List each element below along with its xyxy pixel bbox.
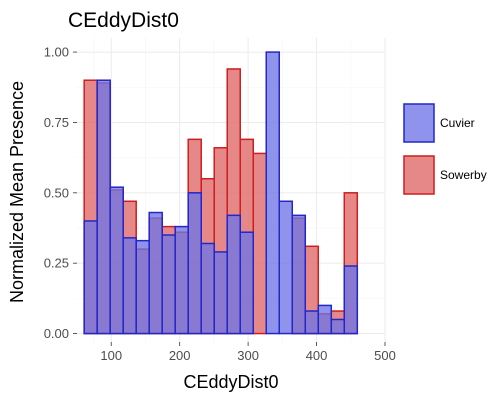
legend-label-sowerby: Sowerby [440,168,487,182]
bars-layer [83,51,359,335]
bar-cuvier [96,79,111,335]
bar-cuvier [148,211,163,335]
bar-cuvier [278,200,294,335]
y-tick-label: 0.50 [44,185,69,200]
bar-cuvier [317,304,333,335]
x-tick-label: 100 [100,348,122,363]
y-axis-title: Normalized Mean Presence [7,81,27,303]
bar-cuvier [135,239,150,335]
chart-title: CEddyDist0 [68,9,179,32]
x-tick-label: 400 [306,348,328,363]
y-tick-label: 0.75 [44,115,69,130]
bar-cuvier [83,220,98,335]
bar-cuvier [122,237,137,335]
bar-cuvier [161,234,176,335]
legend-key-cuvier [403,103,435,143]
x-tick-label: 300 [237,348,259,363]
y-tick-label: 0.25 [44,256,69,271]
bar-cuvier [265,51,281,335]
y-tick-label: 0.00 [44,326,69,341]
bar-cuvier [330,318,346,335]
x-axis-ticks: 100 200 300 400 500 [100,342,396,363]
y-tick-label: 1.00 [44,45,69,60]
x-axis-title: CEddyDist0 [183,372,278,392]
bar-cuvier [304,310,320,335]
legend: Cuvier Sowerby [403,103,487,195]
bar-sowerby [252,152,267,335]
bar-cuvier [109,186,124,335]
bar-cuvier [187,192,202,335]
bar-cuvier [226,214,241,335]
legend-key-sowerby [403,155,435,195]
bar-cuvier [174,225,189,335]
bar-cuvier [239,231,254,335]
y-axis-ticks: 0.00 0.25 0.50 0.75 1.00 [44,45,77,341]
x-tick-label: 200 [169,348,191,363]
bar-cuvier [213,251,228,335]
bar-cuvier [291,214,307,335]
legend-label-cuvier: Cuvier [440,116,475,130]
x-tick-label: 500 [374,348,396,363]
bar-cuvier [343,265,359,335]
bar-cuvier [200,242,215,335]
